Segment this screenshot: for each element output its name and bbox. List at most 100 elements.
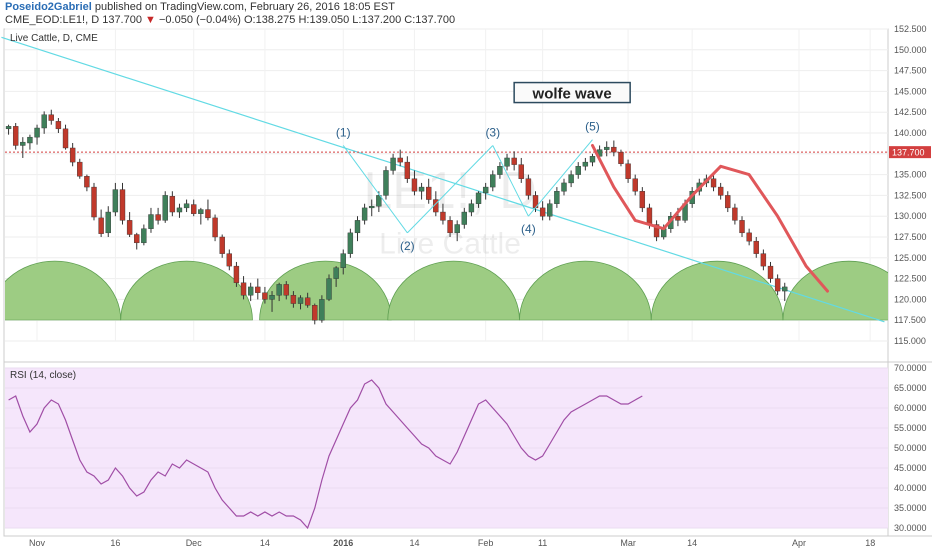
candle[interactable]: [141, 224, 147, 246]
candle[interactable]: [148, 207, 154, 233]
candle[interactable]: [62, 124, 69, 150]
candle[interactable]: [504, 153, 510, 171]
candle[interactable]: [304, 292, 311, 308]
candle[interactable]: [55, 118, 62, 133]
candle[interactable]: [91, 182, 97, 221]
candle[interactable]: [283, 281, 289, 300]
time-axis[interactable]: Nov 16 Dec 14 2016 14 Feb 11 Mar 14 Apr 18: [4, 535, 932, 548]
candle[interactable]: [717, 182, 724, 200]
annotation-text[interactable]: wolfe wave: [532, 86, 612, 103]
candle[interactable]: [155, 207, 161, 225]
candle[interactable]: [753, 237, 759, 258]
candle[interactable]: [518, 157, 524, 183]
candle[interactable]: [112, 182, 119, 217]
candle[interactable]: [77, 158, 83, 179]
candle[interactable]: [604, 141, 610, 157]
candle[interactable]: [554, 187, 560, 208]
candle[interactable]: [525, 174, 532, 200]
candle[interactable]: [426, 178, 432, 204]
candle[interactable]: [625, 159, 631, 183]
candle[interactable]: [198, 207, 204, 225]
candle[interactable]: [319, 295, 325, 323]
candle[interactable]: [191, 199, 197, 217]
candle[interactable]: [119, 182, 126, 225]
candle[interactable]: [582, 157, 589, 171]
candle[interactable]: [226, 249, 233, 271]
candle[interactable]: [725, 191, 731, 213]
candle[interactable]: [69, 142, 76, 167]
candle[interactable]: [212, 214, 218, 242]
candle[interactable]: [27, 134, 33, 150]
candle[interactable]: [746, 228, 752, 246]
candle[interactable]: [440, 203, 446, 225]
candle[interactable]: [5, 124, 12, 135]
candle[interactable]: [447, 216, 453, 237]
candle[interactable]: [354, 216, 361, 242]
candle[interactable]: [561, 178, 567, 196]
candle[interactable]: [312, 303, 318, 325]
candle[interactable]: [205, 199, 211, 221]
candle[interactable]: [219, 234, 225, 258]
candle[interactable]: [326, 274, 332, 302]
rsi-pane[interactable]: 70.0000 65.0000 60.0000 55.0000 50.0000 45.00…: [5, 363, 927, 533]
candle[interactable]: [710, 174, 717, 192]
candle[interactable]: [290, 291, 297, 308]
candle[interactable]: [618, 149, 624, 167]
candle[interactable]: [20, 137, 26, 158]
candle[interactable]: [418, 182, 425, 200]
candle[interactable]: [760, 249, 767, 271]
candle[interactable]: [369, 199, 375, 217]
candle[interactable]: [575, 162, 581, 179]
candle[interactable]: [390, 153, 396, 175]
candle[interactable]: [41, 111, 47, 134]
candle[interactable]: [333, 266, 339, 287]
candle[interactable]: [611, 140, 617, 157]
candle[interactable]: [511, 151, 517, 171]
candle[interactable]: [639, 187, 646, 213]
candle[interactable]: [361, 203, 368, 225]
candle[interactable]: [162, 191, 168, 223]
candle[interactable]: [134, 232, 140, 250]
candle[interactable]: [653, 220, 660, 242]
candle[interactable]: [276, 282, 282, 302]
price-pane[interactable]: 152.500 150.000 147.500 145.000 142.500 140.0…: [0, 24, 932, 363]
candle[interactable]: [739, 216, 745, 237]
candle[interactable]: [105, 206, 111, 237]
candle[interactable]: [632, 174, 638, 196]
candle[interactable]: [126, 212, 133, 237]
candle[interactable]: [774, 274, 781, 296]
candle[interactable]: [404, 156, 411, 183]
candle[interactable]: [84, 174, 90, 192]
candle[interactable]: [475, 191, 482, 208]
author-link[interactable]: Poseido2Gabriel: [5, 1, 92, 13]
candle[interactable]: [247, 282, 254, 302]
candle[interactable]: [411, 170, 418, 196]
candle[interactable]: [269, 291, 275, 312]
candle[interactable]: [547, 199, 553, 221]
candle[interactable]: [732, 203, 738, 225]
candle[interactable]: [454, 220, 460, 242]
candle[interactable]: [48, 109, 54, 125]
candle[interactable]: [169, 191, 176, 217]
candle[interactable]: [468, 199, 475, 217]
candle[interactable]: [589, 153, 596, 167]
candle[interactable]: [347, 228, 354, 258]
candle[interactable]: [12, 123, 19, 150]
candle[interactable]: [568, 170, 574, 188]
candle[interactable]: [539, 201, 546, 221]
candle[interactable]: [461, 207, 467, 229]
candle[interactable]: [490, 170, 496, 192]
candle[interactable]: [98, 209, 104, 237]
candle[interactable]: [497, 162, 503, 179]
candle[interactable]: [340, 249, 346, 275]
candle[interactable]: [233, 261, 240, 287]
trend-line[interactable]: [1, 36, 885, 323]
candle[interactable]: [262, 286, 268, 304]
candle[interactable]: [767, 261, 774, 283]
candle[interactable]: [34, 124, 40, 145]
candle[interactable]: [183, 199, 190, 213]
candle[interactable]: [482, 182, 489, 200]
candle[interactable]: [255, 278, 261, 300]
candle[interactable]: [397, 149, 403, 167]
